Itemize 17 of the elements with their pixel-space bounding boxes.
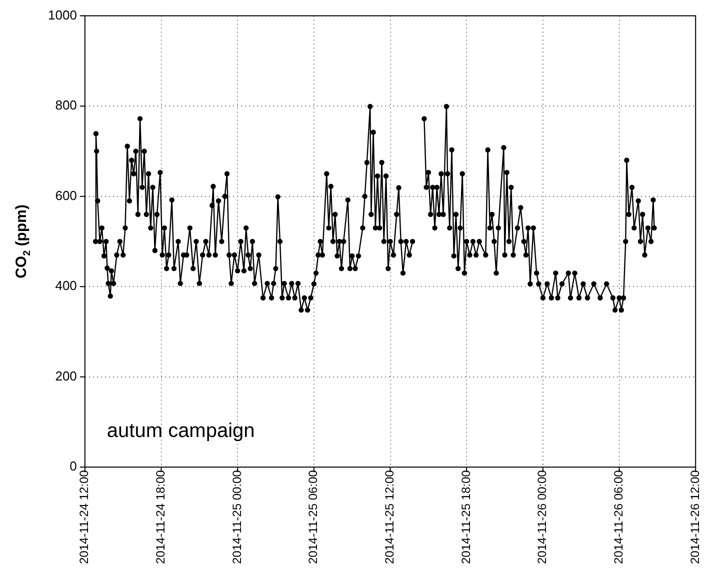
x-tick-label: 2014-11-25 06:00 — [306, 470, 320, 564]
x-tick-label: 2014-11-24 18:00 — [154, 470, 168, 564]
annotation: autum campaign — [106, 420, 255, 442]
y-tick-label: 200 — [55, 368, 77, 384]
y-tick-label: 400 — [55, 278, 77, 294]
y-tick-label: 600 — [55, 188, 77, 203]
x-tick-label: 2014-11-24 12:00 — [77, 470, 92, 564]
x-tick-label: 2014-11-26 06:00 — [612, 470, 626, 564]
x-tick-label: 2014-11-25 00:00 — [230, 470, 244, 564]
x-tick-label: 2014-11-25 12:00 — [382, 470, 397, 564]
y-tick-label: 800 — [55, 98, 77, 113]
x-tick-label: 2014-11-26 00:00 — [535, 470, 550, 564]
y-tick-label: 0 — [70, 458, 77, 474]
x-tick-label: 2014-11-25 18:00 — [458, 470, 473, 564]
y-axis-title: CO2 (ppm) — [13, 204, 33, 278]
x-tick-label: 2014-11-26 12:00 — [688, 470, 702, 564]
y-tick-label: 1000 — [48, 7, 77, 22]
